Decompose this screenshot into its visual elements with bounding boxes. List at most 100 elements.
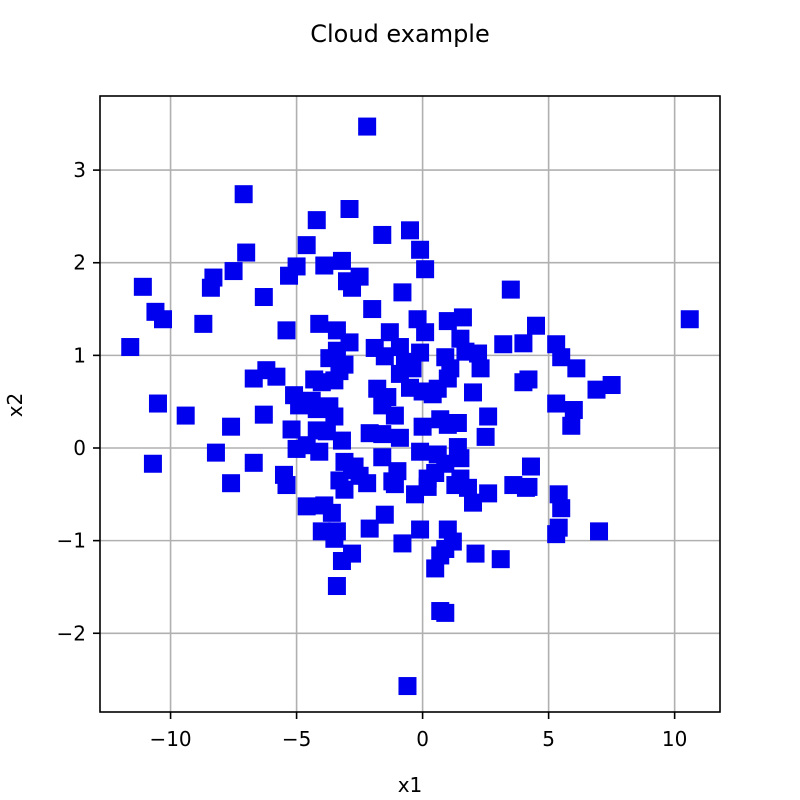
data-point <box>148 394 167 413</box>
data-point <box>206 443 225 462</box>
data-point <box>222 417 241 436</box>
data-point <box>267 367 286 386</box>
data-point <box>464 493 483 512</box>
data-point <box>325 407 344 426</box>
data-point <box>587 380 606 399</box>
data-point <box>469 344 488 363</box>
x-tick-label: 10 <box>662 727 687 751</box>
data-point <box>516 478 535 497</box>
data-point <box>310 442 329 461</box>
data-point <box>375 347 394 366</box>
data-point <box>143 454 162 473</box>
data-point <box>307 211 326 230</box>
data-point <box>244 369 263 388</box>
data-point <box>385 406 404 425</box>
data-point <box>549 485 568 504</box>
data-point <box>325 529 344 548</box>
data-point <box>332 552 351 571</box>
x-tick-label: −10 <box>149 727 191 751</box>
data-point <box>426 559 445 578</box>
data-point <box>494 335 513 354</box>
data-point <box>332 251 351 270</box>
data-point <box>224 262 243 281</box>
data-point <box>453 308 472 327</box>
data-point <box>310 314 329 333</box>
y-tick-label: 2 <box>73 251 86 275</box>
y-tick-label: −1 <box>57 529 86 553</box>
data-point <box>479 484 498 503</box>
data-point <box>360 519 379 538</box>
data-point <box>254 405 273 424</box>
data-point <box>413 382 432 401</box>
data-point <box>411 240 430 259</box>
data-point <box>307 421 326 440</box>
data-point <box>363 300 382 319</box>
x-tick-label: 5 <box>542 727 555 751</box>
data-point <box>411 343 430 362</box>
data-point <box>514 334 533 353</box>
data-point <box>590 522 609 541</box>
data-point <box>290 396 309 415</box>
data-point <box>401 221 419 240</box>
data-point <box>411 442 430 461</box>
data-point <box>234 185 253 204</box>
y-tick-label: 3 <box>73 158 86 182</box>
data-point <box>335 480 354 499</box>
data-point <box>466 544 485 563</box>
x-tick-label: −5 <box>282 727 311 751</box>
data-point <box>406 485 425 504</box>
data-point <box>121 338 140 357</box>
data-point <box>491 550 510 569</box>
data-point <box>373 225 392 244</box>
y-tick-label: −2 <box>57 621 86 645</box>
data-point <box>501 280 520 299</box>
data-point <box>416 260 435 279</box>
data-point <box>547 525 566 544</box>
data-point <box>254 288 273 307</box>
data-points <box>121 117 699 696</box>
data-point <box>287 439 306 458</box>
data-point <box>438 415 457 434</box>
data-point <box>390 338 409 357</box>
data-point <box>312 373 331 392</box>
plot-frame <box>99 95 721 713</box>
data-point <box>176 406 195 425</box>
data-point <box>315 256 334 275</box>
data-point <box>547 394 566 413</box>
data-point <box>358 117 377 136</box>
data-point <box>358 474 377 493</box>
data-point <box>479 407 498 426</box>
data-point <box>464 383 483 402</box>
chart-title: Cloud example <box>310 20 489 48</box>
data-point <box>280 266 299 285</box>
data-point <box>340 200 359 219</box>
data-point <box>436 603 455 622</box>
data-point <box>201 278 220 297</box>
data-point <box>411 520 430 539</box>
data-point <box>552 348 571 367</box>
data-point <box>373 448 392 467</box>
data-point <box>332 431 351 450</box>
data-point <box>451 449 470 468</box>
data-point <box>390 364 409 383</box>
data-point <box>458 478 477 497</box>
data-point <box>307 400 326 419</box>
x-tick-label: 0 <box>416 727 429 751</box>
data-point <box>373 425 392 444</box>
data-point <box>552 499 571 518</box>
data-point <box>602 376 621 395</box>
data-point <box>567 359 586 378</box>
data-point <box>282 420 301 439</box>
data-point <box>380 323 399 342</box>
data-point <box>343 278 362 297</box>
data-point <box>297 236 316 255</box>
data-point <box>680 310 699 329</box>
data-point <box>194 314 213 333</box>
data-point <box>222 474 241 493</box>
data-point <box>527 316 546 335</box>
data-point <box>564 401 583 420</box>
